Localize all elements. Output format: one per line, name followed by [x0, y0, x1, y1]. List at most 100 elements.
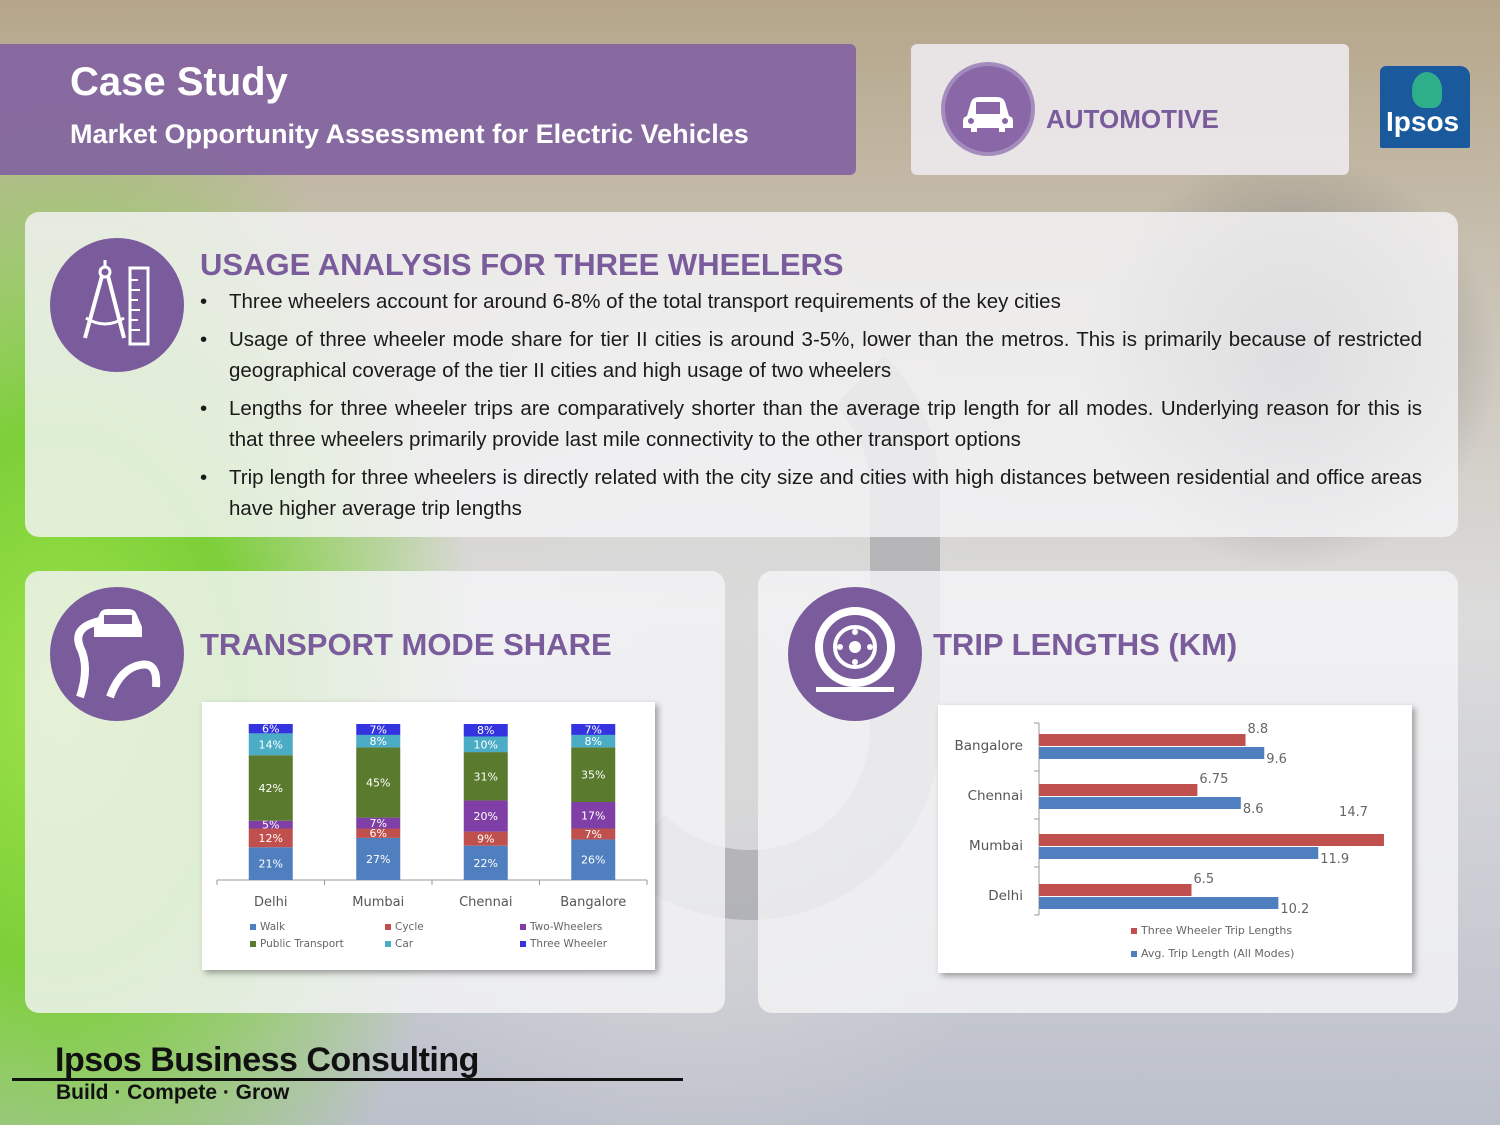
bar-segment — [248, 828, 293, 848]
bar-segment — [571, 802, 616, 829]
data-label: 27% — [366, 853, 390, 866]
x-tick-label: Bangalore — [560, 895, 626, 910]
ipsos-logo: Ipsos — [1380, 66, 1470, 148]
bar — [1039, 784, 1198, 796]
data-label: 7% — [370, 817, 387, 830]
y-tick-label: Chennai — [968, 788, 1023, 804]
legend-swatch — [1131, 951, 1137, 957]
data-label: 6.75 — [1199, 772, 1228, 787]
sector-label: AUTOMOTIVE — [1046, 104, 1219, 134]
legend-swatch — [250, 941, 256, 947]
footer-tagline: Build · Compete · Grow — [56, 1081, 290, 1104]
bar — [1039, 834, 1384, 846]
bar — [1039, 734, 1246, 746]
data-label: 6% — [262, 723, 279, 736]
usage-bullets: Three wheelers account for around 6-8% o… — [200, 286, 1422, 531]
trip-lengths-title: TRIP LENGTHS (KM) — [933, 627, 1238, 662]
usage-panel: USAGE ANALYSIS FOR THREE WHEELERS Three … — [25, 212, 1458, 537]
bar-segment — [463, 845, 508, 880]
x-tick-label: Mumbai — [352, 895, 404, 910]
y-tick-label: Bangalore — [954, 738, 1023, 754]
trip-lengths-chart-card: 8.8 9.6 Bangalore 6.75 8.6 Chennai 14.7 11.9 Mum… — [938, 705, 1412, 973]
bar-segment — [571, 839, 616, 880]
data-label: 8% — [370, 735, 387, 748]
bar-segment — [356, 734, 401, 748]
bar-segment — [571, 747, 616, 802]
data-label: 14% — [259, 738, 283, 751]
data-label: 9% — [477, 833, 494, 846]
bar-segment — [571, 724, 616, 735]
bar — [1039, 797, 1241, 809]
bar-segment — [356, 724, 401, 735]
legend-swatch — [250, 924, 256, 930]
legend-label: Walk — [260, 921, 286, 933]
data-label: 22% — [474, 857, 498, 870]
list-item: Lengths for three wheeler trips are comp… — [200, 393, 1422, 455]
legend-label: Public Transport — [260, 938, 344, 950]
legend-label: Three Wheeler Trip Lengths — [1140, 924, 1292, 937]
usage-title: USAGE ANALYSIS FOR THREE WHEELERS — [200, 247, 844, 282]
legend-swatch — [385, 941, 391, 947]
data-label: 6% — [370, 827, 387, 840]
bar — [1039, 884, 1192, 896]
bar-segment — [463, 736, 508, 753]
bar-segment — [463, 752, 508, 801]
y-tick-label: Mumbai — [969, 838, 1023, 854]
x-tick-label: Chennai — [459, 895, 512, 910]
bar-segment — [571, 828, 616, 840]
bar — [1039, 847, 1319, 859]
bar-segment — [248, 755, 293, 821]
data-label: 14.7 — [1339, 805, 1368, 820]
logo-text: Ipsos — [1386, 106, 1460, 137]
data-label: 10.2 — [1280, 902, 1309, 917]
y-tick-label: Delhi — [988, 888, 1023, 904]
mode-share-title: TRANSPORT MODE SHARE — [200, 627, 612, 662]
bar-segment — [463, 724, 508, 737]
bar-segment — [248, 733, 293, 756]
data-label: 31% — [474, 770, 498, 783]
data-label: 5% — [262, 819, 279, 832]
tire-icon — [788, 587, 922, 721]
data-label: 35% — [581, 769, 605, 782]
bar-segment — [248, 820, 293, 829]
legend-label: Three Wheeler — [529, 938, 608, 950]
data-label: 8% — [477, 724, 494, 737]
list-item: Three wheelers account for around 6-8% o… — [200, 286, 1422, 317]
logo-head-icon — [1412, 72, 1442, 108]
data-label: 8.8 — [1248, 722, 1269, 737]
x-tick-label: Delhi — [254, 895, 287, 910]
footer-underline — [12, 1078, 683, 1081]
data-label: 42% — [259, 782, 283, 795]
bar-segment — [356, 747, 401, 818]
legend-label: Two-Wheelers — [529, 921, 602, 933]
data-label: 20% — [474, 810, 498, 823]
legend-label: Avg. Trip Length (All Modes) — [1141, 947, 1294, 960]
bar — [1039, 897, 1279, 909]
bar-segment — [356, 817, 401, 829]
car-icon — [941, 62, 1035, 156]
title-band: Case Study Market Opportunity Assessment… — [0, 44, 856, 175]
bar-segment — [356, 837, 401, 880]
data-label: 7% — [585, 828, 602, 841]
data-label: 7% — [585, 723, 602, 736]
bar — [1039, 747, 1265, 759]
legend-swatch — [520, 924, 526, 930]
list-item: Trip length for three wheelers is direct… — [200, 462, 1422, 524]
footer-brand: Ipsos Business Consulting — [55, 1041, 479, 1079]
legend-swatch — [385, 924, 391, 930]
data-label: 12% — [259, 832, 283, 845]
legend-swatch — [1131, 928, 1137, 934]
data-label: 45% — [366, 777, 390, 790]
data-label: 7% — [370, 723, 387, 736]
page-subtitle: Market Opportunity Assessment for Electr… — [70, 119, 749, 149]
bar-segment — [463, 800, 508, 832]
data-label: 8% — [585, 735, 602, 748]
bar-segment — [248, 724, 293, 734]
data-label: 11.9 — [1320, 852, 1349, 867]
legend-label: Car — [395, 938, 414, 950]
bar-segment — [463, 831, 508, 846]
sector-box: AUTOMOTIVE — [911, 44, 1349, 175]
mode-share-chart: 21%12%5%42%14%6%Delhi27%6%7%45%8%7%Mumba… — [216, 723, 648, 950]
road-icon — [50, 587, 184, 721]
page-title: Case Study — [70, 60, 288, 104]
